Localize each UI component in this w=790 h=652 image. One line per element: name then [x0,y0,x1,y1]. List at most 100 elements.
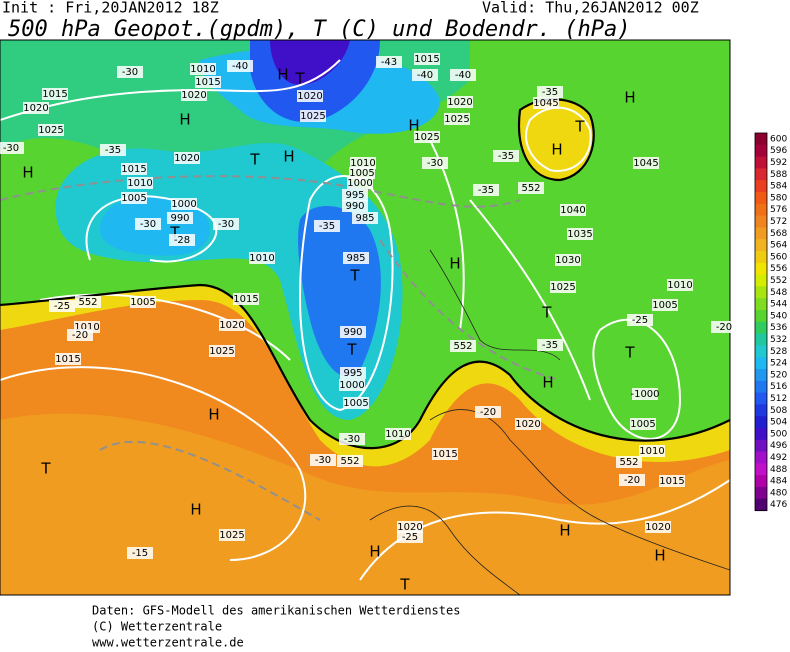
pressure-center: H [369,543,380,561]
pressure-center: H [654,547,665,565]
label-box [385,428,411,440]
label-box [174,152,200,164]
label-box [167,212,193,224]
label-box [533,97,559,109]
isoline-label: 1005 [652,300,677,311]
init-time: Init : Fri,20JAN2012 18Z [2,0,219,17]
isoline-label: -30 [427,158,443,169]
label-box [473,184,499,196]
label-box [343,252,369,264]
label-box [659,475,685,487]
label-box [67,329,93,341]
label-box [537,339,563,351]
legend-swatch [755,274,767,287]
label-box [342,189,368,201]
label-box [567,228,593,240]
isoline-label: -20 [72,330,88,341]
legend-label: 572 [770,217,787,227]
legend-label: 544 [770,300,787,310]
legend-swatch [755,428,767,441]
label-box [340,326,366,338]
label-box [233,293,259,305]
isoline-label: 1015 [233,294,258,305]
pressure-center: T [40,460,51,478]
isoline-label: 1000 [339,380,364,391]
pressure-center: T [574,118,585,136]
isoline-label: 552 [453,341,472,352]
pressure-center: H [190,501,201,519]
label-box [347,177,373,189]
isoline-label: 1025 [300,111,325,122]
isoline-label: 1020 [515,419,540,430]
legend-swatch [755,286,767,299]
label-box [339,379,365,391]
isoline-label: 1015 [414,54,439,65]
legend-label: 600 [770,134,787,144]
legend-swatch [755,310,767,323]
footer-url: www.wetterzentrale.de [92,636,244,649]
map-title: 500 hPa Geopot.(gpdm), T (C) und Bodendr… [8,17,631,42]
footer-source: Daten: GFS-Modell des amerikanischen Wet… [92,604,460,618]
isoline-label: 1025 [550,282,575,293]
label-box [447,96,473,108]
isoline-label: 990 [343,327,362,338]
legend-label: 484 [770,477,787,487]
isoline-label: 1010 [385,429,410,440]
legend-label: 532 [770,335,787,345]
legend-swatch [755,239,767,252]
isoline-label: -20 [716,322,732,333]
label-box [652,299,678,311]
isoline-label: 1025 [38,125,63,136]
legend-swatch [755,487,767,500]
legend-swatch [755,215,767,228]
label-box [350,157,376,169]
isoline-label: 1005 [349,168,374,179]
isoline-label: 995 [345,190,364,201]
isoline-label: 1020 [645,522,670,533]
isoline-label: -35 [542,340,558,351]
legend-swatch [755,227,767,240]
legend-swatch [755,321,767,335]
isoline-label: -1000 [630,389,659,400]
pressure-center: H [22,164,33,182]
label-box [633,157,659,169]
isoline-label: 1005 [121,193,146,204]
legend-swatch [755,463,767,476]
label-box [515,418,541,430]
label-box [627,314,653,326]
legend-label: 568 [770,229,787,239]
isoline-label: 1020 [397,522,422,533]
isoline-label: -30 [315,455,331,466]
isoline-label: 1025 [414,132,439,143]
isoline-label: 1010 [127,178,152,189]
isoline-label: 1020 [23,103,48,114]
isoline-label: -25 [402,532,418,543]
label-box [249,252,275,264]
isoline-label: 995 [343,368,362,379]
label-box [343,397,369,409]
label-box [314,220,340,232]
legend-label: 580 [770,193,787,203]
label-box [130,296,156,308]
legend-swatch [755,203,767,217]
legend-label: 536 [770,323,787,333]
isoline-label: -30 [140,219,156,230]
pressure-center: T [541,304,552,322]
label-box [711,321,737,333]
legend-label: 500 [770,429,787,439]
label-box [450,69,476,81]
label-box [352,212,378,224]
isoline-label: 552 [340,456,359,467]
isoline-label: -30 [218,219,234,230]
isoline-label: 1000 [171,199,196,210]
pressure-center: H [559,522,570,540]
legend-swatch [755,168,767,181]
label-box [127,177,153,189]
isoline-label: 1020 [447,97,472,108]
isoline-label: -40 [232,61,248,72]
isoline-label: -40 [417,70,433,81]
label-box [219,529,245,541]
isoline-label: 1010 [190,64,215,75]
label-box [414,53,440,65]
